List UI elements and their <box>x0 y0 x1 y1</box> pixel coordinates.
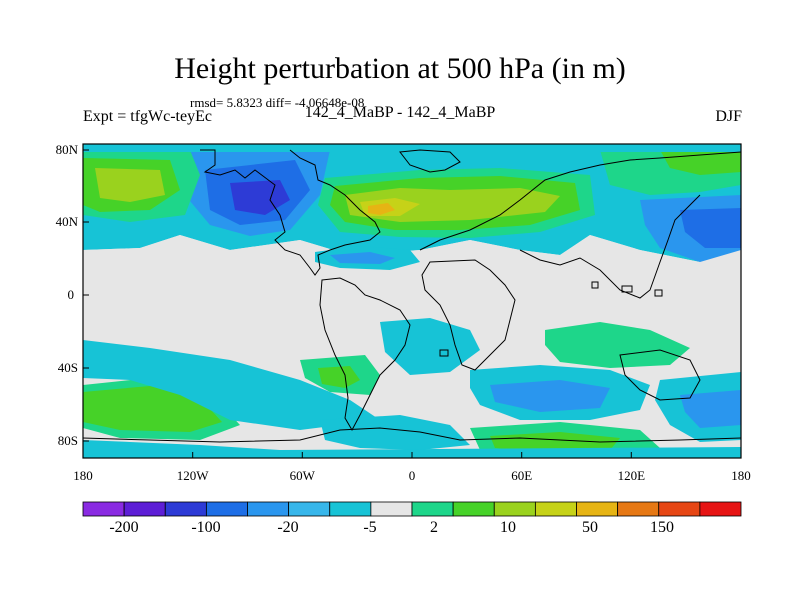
colorbar-swatch <box>411 501 454 517</box>
colorbar-label-10: 10 <box>500 519 516 536</box>
lon-label-0: 0 <box>409 468 416 483</box>
colorbar-swatch <box>82 501 125 517</box>
lat-label-80s: 80S <box>58 433 78 448</box>
colorbar-swatch <box>164 501 207 517</box>
lon-label-60e: 60E <box>511 468 532 483</box>
colorbar-swatch <box>699 501 742 517</box>
experiment-label: Expt = tfgWc-teyEc <box>83 108 212 125</box>
lat-ticks: 80N 40N 0 40S 80S <box>56 142 89 448</box>
lon-label-60w: 60W <box>290 468 316 483</box>
lat-label-eq: 0 <box>68 287 75 302</box>
run-label: 142_4_MaBP - 142_4_MaBP <box>304 104 496 121</box>
field-south-lightblue-left <box>83 340 380 430</box>
colorbar-swatch <box>247 501 290 517</box>
field-north-pacific-navy <box>230 180 290 215</box>
field-antarctic-lime <box>490 432 620 452</box>
field-north-atlantic-orange <box>368 203 395 215</box>
page-title: Height perturbation at 500 hPa (in m) <box>174 52 626 85</box>
lon-label-180w: 180 <box>73 468 93 483</box>
lat-label-40n: 40N <box>56 214 79 229</box>
coastline-eurasia <box>419 151 741 299</box>
field-midlat-blue-patch <box>330 252 395 264</box>
colorbar-swatch <box>288 501 331 517</box>
colorbar-label-50: 50 <box>582 519 598 536</box>
field-northwest-yellowgreen <box>95 168 165 202</box>
coastline-antarctica <box>83 427 741 443</box>
coastline-small-islands <box>439 281 663 357</box>
field-northeast-deepblue <box>680 208 741 248</box>
lon-label-180e: 180 <box>731 468 751 483</box>
colorbar-labels: -200 -100 -20 -5 2 10 50 150 <box>109 519 674 536</box>
colorbar-swatch <box>658 501 701 517</box>
colorbar-label-150: 150 <box>650 519 674 536</box>
field-south-blue-southatlantic <box>490 380 610 412</box>
colorbar-label-neg200: -200 <box>109 519 138 536</box>
colorbar-swatch <box>493 501 536 517</box>
season-label: DJF <box>715 108 742 125</box>
colorbar-swatch <box>534 501 577 517</box>
coastlines <box>83 149 741 443</box>
field-south-blue-right <box>680 390 741 428</box>
height-field <box>83 144 741 458</box>
lon-label-120w: 120W <box>177 468 210 483</box>
colorbar-swatch <box>576 501 619 517</box>
colorbar-label-neg100: -100 <box>191 519 220 536</box>
colorbar-swatch <box>617 501 660 517</box>
field-antarctic-lightblue <box>320 415 470 450</box>
field-south-lime-mid <box>318 366 360 388</box>
colorbar-swatch <box>370 501 413 517</box>
field-southpole-lightblue <box>83 440 741 458</box>
lon-label-120e: 120E <box>618 468 646 483</box>
coastline-greenland <box>399 149 461 173</box>
colorbar-swatch <box>452 501 495 517</box>
coastline-south-america <box>319 277 411 432</box>
lat-label-80n: 80N <box>56 142 79 157</box>
coastline-africa <box>421 259 516 371</box>
field-arctic-lightblue <box>83 144 741 152</box>
colorbar-label-neg5: -5 <box>363 519 376 536</box>
lon-ticks: 180 120W 60W 0 60E 120E 180 <box>73 452 751 483</box>
coastline-australia <box>619 349 701 401</box>
field-south-lightblue-center <box>380 318 480 375</box>
stats-label: rmsd= 5.8323 diff= -4.06648e-08 <box>190 95 365 110</box>
coastline-north-america <box>200 149 381 276</box>
field-south-green-right <box>545 322 690 368</box>
colorbar-label-2: 2 <box>430 519 438 536</box>
lat-label-40s: 40S <box>58 360 78 375</box>
colorbar-swatch <box>123 501 166 517</box>
colorbar <box>82 501 742 517</box>
colorbar-label-neg20: -20 <box>277 519 298 536</box>
colorbar-swatch <box>329 501 372 517</box>
colorbar-swatch <box>205 501 248 517</box>
